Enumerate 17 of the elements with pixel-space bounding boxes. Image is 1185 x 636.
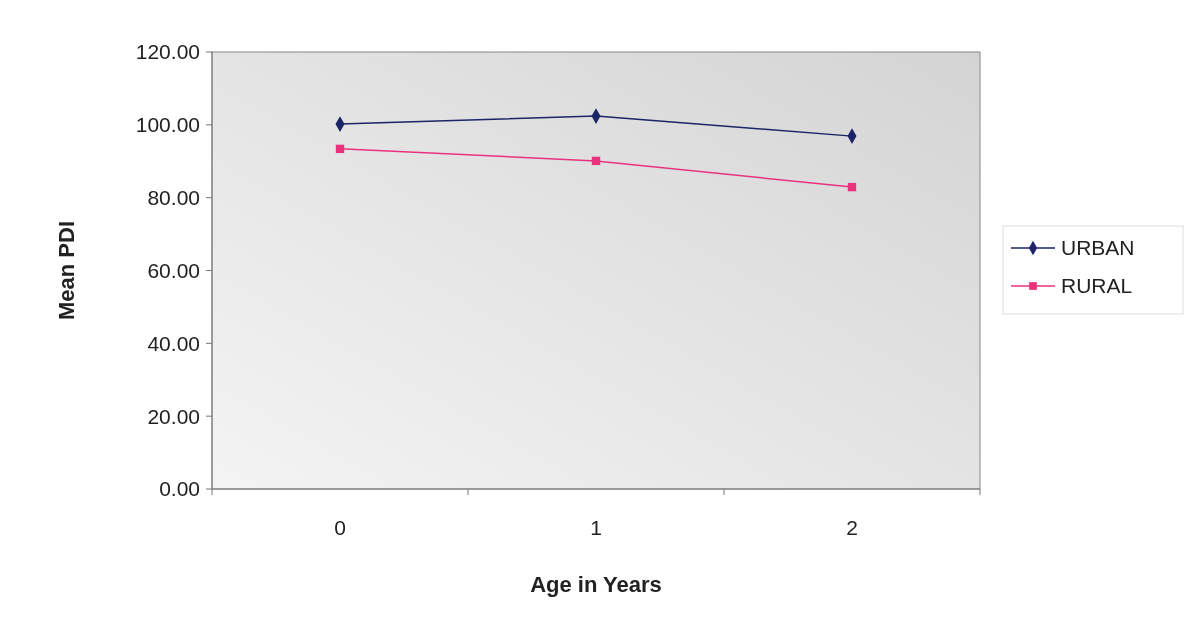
legend-label: URBAN <box>1061 236 1135 260</box>
y-tick-label: 100.00 <box>135 113 200 137</box>
point <box>847 182 857 192</box>
legend-label: RURAL <box>1061 274 1133 298</box>
x-tick-label: 2 <box>846 516 858 539</box>
y-tick-label: 0.00 <box>159 477 200 501</box>
point <box>591 156 601 166</box>
x-axis-title: Age in Years <box>530 572 662 597</box>
y-tick-label: 40.00 <box>147 331 200 355</box>
x-tick-label: 0 <box>334 516 346 539</box>
x-tick-label: 1 <box>590 516 602 539</box>
y-tick-label: 120.00 <box>135 40 200 64</box>
y-tick-label: 60.00 <box>147 258 200 282</box>
y-tick-label: 80.00 <box>147 186 200 210</box>
y-tick-label: 20.00 <box>147 404 200 428</box>
y-axis-title: Mean PDI <box>54 220 79 321</box>
point <box>335 144 345 154</box>
